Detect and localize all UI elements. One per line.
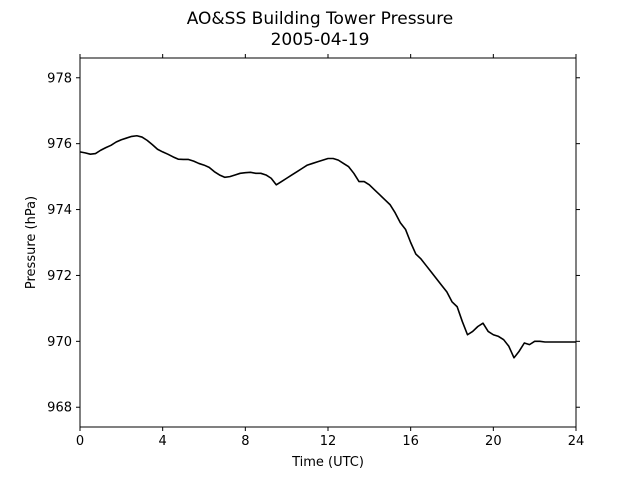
x-tick-label: 24: [568, 434, 585, 449]
x-axis-label: Time (UTC): [291, 455, 364, 470]
pressure-series-line: [79, 134, 576, 359]
x-tick-label: 0: [76, 434, 84, 449]
y-tick-label: 970: [47, 335, 72, 350]
chart-title: AO&SS Building Tower Pressure: [187, 9, 454, 29]
y-tick-label: 968: [47, 401, 72, 416]
x-tick-label: 20: [485, 434, 502, 449]
y-tick-label: 972: [47, 269, 72, 284]
plot-frame: [79, 57, 577, 428]
x-tick-label: 16: [402, 434, 419, 449]
chart-subtitle: 2005-04-19: [271, 30, 370, 50]
x-tick-label: 12: [320, 434, 337, 449]
y-tick-label: 978: [47, 71, 72, 86]
x-tick-label: 4: [159, 434, 167, 449]
y-tick-label: 974: [47, 203, 72, 218]
y-tick-label: 976: [47, 137, 72, 152]
y-axis-label: Pressure (hPa): [24, 196, 39, 289]
plot-area: [79, 134, 576, 359]
x-tick-label: 8: [241, 434, 249, 449]
axis-ticks: 0 4 8 12 16 20 24 968 970 972 974 976 978: [47, 54, 584, 449]
